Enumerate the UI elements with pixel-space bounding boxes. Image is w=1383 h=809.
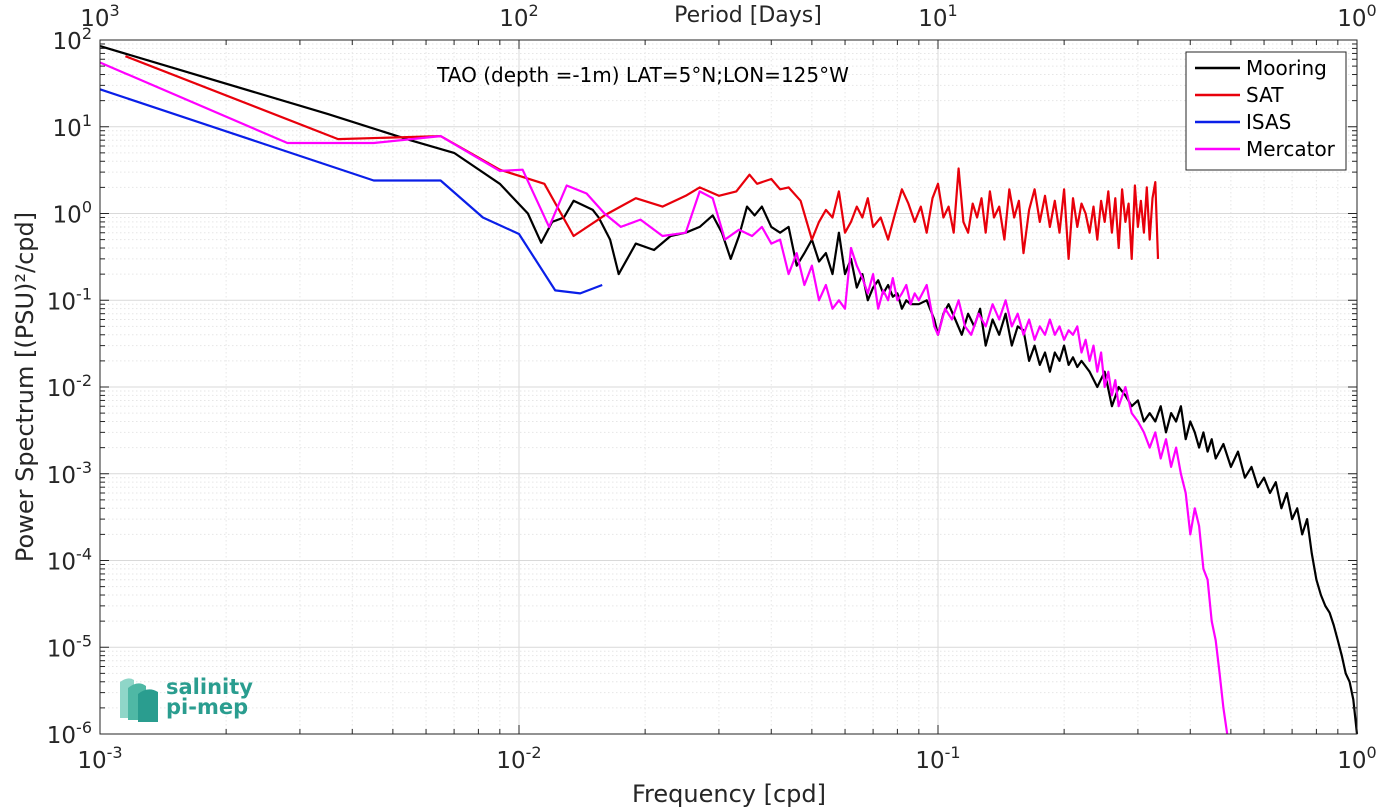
y-tick-labels: 10-6 10-5 10-4 10-3 10-2 10-1 100 101 102 xyxy=(47,24,92,749)
x-tick-labels: 10-3 10-2 10-1 100 xyxy=(77,743,1376,774)
series-layer xyxy=(99,45,1359,735)
legend-label-mercator: Mercator xyxy=(1246,137,1336,161)
logo-text-salinity: salinity xyxy=(166,675,253,699)
x-axis-title: Frequency [cpd] xyxy=(632,780,826,808)
legend-label-isas: ISAS xyxy=(1246,110,1291,134)
top-tick-label: 101 xyxy=(918,1,957,32)
top-tick-label: 102 xyxy=(499,1,538,32)
top-tick-labels: 103 102 101 100 xyxy=(80,1,1376,32)
salinity-pi-mep-logo: salinity pi-mep xyxy=(120,675,253,722)
x-tick-label: 100 xyxy=(1337,743,1376,774)
minor-grid xyxy=(100,40,1357,734)
y-tick-label: 100 xyxy=(53,198,92,229)
top-tick-label: 103 xyxy=(80,1,119,32)
y-tick-label: 101 xyxy=(53,111,92,142)
series-line-isas xyxy=(99,88,603,295)
y-tick-label: 10-4 xyxy=(47,545,92,576)
y-tick-label: 10-6 xyxy=(47,718,92,749)
x-tick-label: 10-3 xyxy=(77,743,122,774)
logo-text-pi-mep: pi-mep xyxy=(166,695,248,719)
x-tick-label: 10-1 xyxy=(915,743,960,774)
legend-box xyxy=(1185,51,1347,171)
top-tick-label: 100 xyxy=(1337,1,1376,32)
tick-marks xyxy=(99,39,1358,735)
chart-annotation: TAO (depth =-1m) LAT=5°N;LON=125°W xyxy=(436,63,849,87)
legend-label-mooring: Mooring xyxy=(1246,56,1327,80)
y-tick-label: 10-2 xyxy=(47,371,92,402)
x-tick-label: 10-2 xyxy=(496,743,541,774)
y-tick-label: 10-3 xyxy=(47,458,92,489)
legend: Mooring SAT ISAS Mercator xyxy=(1185,51,1347,171)
y-tick-label: 10-5 xyxy=(47,631,92,662)
series-line-mercator xyxy=(99,61,1229,735)
series-line-mooring xyxy=(99,45,1359,735)
legend-label-sat: SAT xyxy=(1246,83,1284,107)
series-line-sat xyxy=(125,55,1160,260)
y-tick-label: 10-1 xyxy=(47,284,92,315)
y-axis-title: Power Spectrum [(PSU)²/cpd] xyxy=(11,212,39,562)
y-tick-label: 102 xyxy=(53,24,92,55)
top-axis-title: Period [Days] xyxy=(674,3,822,28)
